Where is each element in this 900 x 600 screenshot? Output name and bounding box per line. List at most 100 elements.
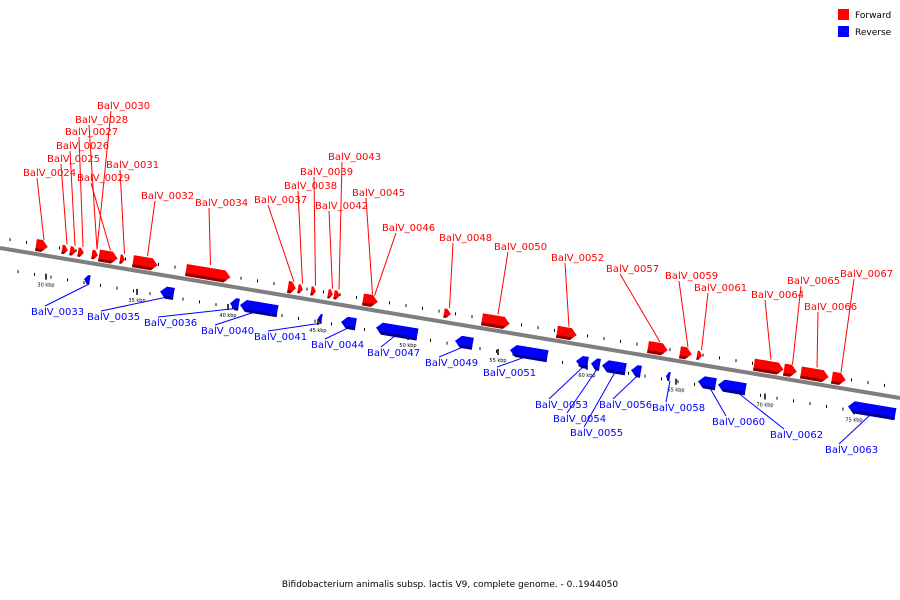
axis-tick-label: 75 kbp <box>845 417 862 423</box>
reverse-gene-BalV_0047 <box>376 322 419 341</box>
legend-reverse-label: Reverse <box>855 28 892 38</box>
reverse-gene-BalV_0049 <box>455 335 474 350</box>
reverse-gene-BalV_0044 <box>341 316 357 331</box>
gene-label-BalV_0061: BalV_0061 <box>694 283 747 294</box>
gene-label-BalV_0049: BalV_0049 <box>425 358 478 369</box>
gene-label-BalV_0066: BalV_0066 <box>804 302 857 313</box>
reverse-gene-BalV_0040 <box>240 300 279 318</box>
gene-label-BalV_0031: BalV_0031 <box>106 160 159 171</box>
label-connector <box>678 280 689 348</box>
axis-tick-label: 50 kbp <box>399 343 416 349</box>
label-connector <box>157 307 237 318</box>
forward-gene-BalV_0042 <box>327 289 333 299</box>
gene-label-BalV_0036: BalV_0036 <box>144 318 197 329</box>
gene-label-BalV_0065: BalV_0065 <box>787 276 840 287</box>
axis-tick-label: 30 kbp <box>37 283 54 289</box>
forward-gene-BalV_0066 <box>800 366 829 383</box>
gene-label-BalV_0034: BalV_0034 <box>195 198 248 209</box>
label-connector <box>119 169 125 255</box>
label-connector <box>147 200 156 257</box>
gene-label-BalV_0029: BalV_0029 <box>77 173 130 184</box>
reverse-gene-BalV_0053 <box>576 356 589 369</box>
reverse-gene-BalV_0058 <box>666 371 671 382</box>
label-connector <box>267 322 323 332</box>
label-connector <box>733 389 785 430</box>
reverse-gene-BalV_0062 <box>718 379 747 396</box>
label-connector <box>69 150 76 246</box>
label-connector <box>88 124 98 250</box>
label-connector <box>338 161 343 290</box>
forward-gene-BalV_0031 <box>119 254 125 264</box>
axis-tick-label: 35 kbp <box>128 298 145 304</box>
axis-tick-labels: 30 kbp 35 kbp 40 kbp 45 kbp 50 kbp 55 kbp 60 k… <box>37 273 863 423</box>
label-connector <box>96 110 112 250</box>
gene-label-BalV_0062: BalV_0062 <box>770 430 823 441</box>
forward-gene-BalV_0052 <box>556 325 577 341</box>
label-connector <box>313 176 316 286</box>
gene-label-BalV_0035: BalV_0035 <box>87 312 140 323</box>
label-connector <box>324 326 351 340</box>
forward-gene-BalV_0029 <box>98 249 118 264</box>
label-connector <box>838 410 875 445</box>
gene-label-BalV_0033: BalV_0033 <box>31 307 84 318</box>
label-connector <box>619 273 661 343</box>
label-connector <box>208 207 211 266</box>
gene-label-BalV_0050: BalV_0050 <box>494 242 547 253</box>
forward-gene-BalV_0024 <box>35 239 48 252</box>
gene-label-BalV_0067: BalV_0067 <box>840 269 893 280</box>
gene-label-BalV_0025: BalV_0025 <box>47 154 100 165</box>
genome-caption: Bifidobacterium animalis subsp. lactis V… <box>282 580 619 590</box>
label-connectors <box>36 110 875 445</box>
axis-tick-label: 60 kbp <box>578 373 595 379</box>
forward-gene-BalV_0043 <box>333 290 340 300</box>
gene-label-BalV_0052: BalV_0052 <box>551 253 604 264</box>
gene-label-BalV_0026: BalV_0026 <box>56 141 109 152</box>
reverse-gene-BalV_0055 <box>602 360 627 376</box>
label-connector <box>583 370 617 428</box>
label-connector <box>100 296 170 312</box>
gene-label-BalV_0048: BalV_0048 <box>439 233 492 244</box>
forward-gene-BalV_0037 <box>287 281 296 294</box>
gene-label-BalV_0045: BalV_0045 <box>352 188 405 199</box>
label-connector <box>665 380 671 403</box>
gene-labels: BalV_0024BalV_0025BalV_0026BalV_0027BalV… <box>23 101 893 456</box>
gene-label-BalV_0046: BalV_0046 <box>382 223 435 234</box>
forward-gene-BalV_0038 <box>297 284 303 294</box>
label-connector <box>449 242 454 309</box>
forward-gene-BalV_0067 <box>831 371 846 385</box>
forward-gene-BalV_0034 <box>185 264 231 283</box>
label-connector <box>328 210 333 289</box>
forward-gene-BalV_0050 <box>481 313 510 329</box>
forward-gene-BalV_0025 <box>61 244 68 255</box>
genome-backbone <box>0 246 900 400</box>
label-connector <box>44 283 90 307</box>
gene-label-BalV_0060: BalV_0060 <box>712 417 765 428</box>
forward-gene-BalV_0027 <box>77 247 84 257</box>
label-connector <box>564 262 570 327</box>
forward-gene-BalV_0065 <box>783 363 797 377</box>
label-connector <box>60 163 68 245</box>
forward-gene-BalV_0032 <box>132 255 158 271</box>
forward-gene-BalV_0064 <box>753 358 784 375</box>
axis-tick-label: 55 kbp <box>489 358 506 364</box>
gene-features <box>35 239 897 421</box>
legend-forward-label: Forward <box>855 11 891 21</box>
forward-gene-BalV_0057 <box>647 341 668 356</box>
label-connector <box>840 278 855 373</box>
reverse-gene-BalV_0033 <box>84 275 91 285</box>
gene-label-BalV_0030: BalV_0030 <box>97 101 150 112</box>
label-connector <box>701 292 709 351</box>
gene-label-BalV_0044: BalV_0044 <box>311 340 364 351</box>
legend-forward-swatch <box>838 9 849 20</box>
forward-gene-BalV_0061 <box>696 350 702 360</box>
label-connector <box>78 136 84 248</box>
reverse-gene-BalV_0051 <box>510 345 549 363</box>
gene-label-BalV_0047: BalV_0047 <box>367 348 420 359</box>
gene-label-BalV_0041: BalV_0041 <box>254 332 307 343</box>
gene-label-BalV_0039: BalV_0039 <box>300 167 353 178</box>
gene-label-BalV_0028: BalV_0028 <box>75 115 128 126</box>
label-connector <box>708 386 727 417</box>
gene-label-BalV_0043: BalV_0043 <box>328 152 381 163</box>
gene-label-BalV_0040: BalV_0040 <box>201 326 254 337</box>
